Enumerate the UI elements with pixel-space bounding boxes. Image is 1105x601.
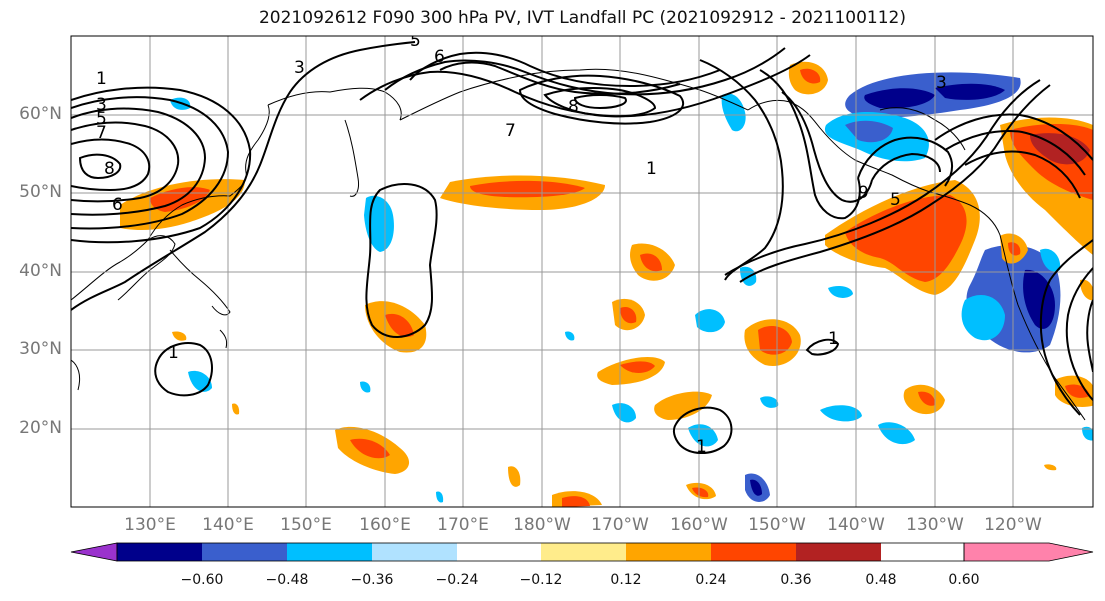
- pv-contour-label: 6: [434, 47, 445, 67]
- lat-label: 30°N: [19, 339, 62, 359]
- pv-contours: [71, 41, 1093, 454]
- map-frame: [70, 35, 1094, 508]
- lat-label: 20°N: [19, 418, 62, 438]
- lat-label: 40°N: [19, 261, 62, 281]
- lon-label: 150°W: [748, 515, 806, 535]
- colorbar: [70, 542, 1094, 562]
- pv-contour-label: 7: [505, 121, 516, 141]
- colorbar-segment: [287, 543, 372, 561]
- colorbar-extend-min: [70, 542, 118, 562]
- colorbar-segment: [457, 543, 541, 561]
- colorbar-segment: [626, 543, 711, 561]
- pv-contour-label: 7: [96, 123, 107, 143]
- pv-contour-label: 1: [828, 329, 839, 349]
- colorbar-extend-max: [963, 542, 1094, 562]
- pv-contour-label: 5: [890, 190, 901, 210]
- pv-contour-label: 8: [568, 97, 579, 117]
- colorbar-segment: [711, 543, 796, 561]
- pv-contour-label: 1: [168, 343, 179, 363]
- gridlines: [71, 36, 1093, 507]
- colorbar-segment: [202, 543, 287, 561]
- pv-contour-label: 9: [858, 183, 869, 203]
- colorbar-tick-label: 0.36: [780, 572, 812, 588]
- pv-contour-label: 3: [294, 58, 305, 78]
- pv-contour-label: 8: [104, 159, 115, 179]
- colorbar-tick-label: 0.12: [610, 572, 642, 588]
- colorbar-tick-label: −0.12: [519, 572, 563, 588]
- lon-label: 130°W: [906, 515, 964, 535]
- colorbar-segment: [117, 543, 202, 561]
- colorbar-segment: [372, 543, 457, 561]
- lon-label: 170°E: [437, 515, 489, 535]
- colorbar-tick-label: 0.60: [948, 572, 980, 588]
- lon-label: 140°W: [827, 515, 885, 535]
- lon-label: 130°E: [124, 515, 176, 535]
- lon-label: 170°W: [591, 515, 649, 535]
- lon-label: 160°W: [670, 515, 728, 535]
- lon-label: 180°W: [513, 515, 571, 535]
- colorbar-tick-label: −0.24: [435, 572, 479, 588]
- lat-label: 60°N: [19, 104, 62, 124]
- colorbar-tick-label: 0.24: [695, 572, 727, 588]
- colorbar-segment: [796, 543, 881, 561]
- lon-label: 140°E: [202, 515, 254, 535]
- pv-contour-label: 1: [96, 69, 107, 89]
- pv-contour-label: 5: [96, 109, 107, 129]
- lon-label: 150°E: [280, 515, 332, 535]
- colorbar-frame: [116, 542, 965, 562]
- pv-contour-label: 5: [410, 31, 421, 51]
- pv-contour-label: 3: [936, 73, 947, 93]
- colorbar-segment: [541, 543, 626, 561]
- colorbar-tick-label: −0.60: [180, 572, 224, 588]
- lon-label: 160°E: [359, 515, 411, 535]
- lat-label: 50°N: [19, 182, 62, 202]
- pv-contour-label: 3: [96, 95, 107, 115]
- pv-contour-label: 6: [112, 195, 123, 215]
- colorbar-tick-label: −0.48: [265, 572, 309, 588]
- lon-label: 120°W: [984, 515, 1042, 535]
- colorbar-tick-label: −0.36: [350, 572, 394, 588]
- pv-contour-label: 1: [646, 159, 657, 179]
- pv-contour-label: 1: [696, 437, 707, 457]
- colorbar-tick-label: 0.48: [865, 572, 897, 588]
- chart-title: 2021092612 F090 300 hPa PV, IVT Landfall…: [258, 8, 906, 28]
- coastlines: [71, 68, 1086, 421]
